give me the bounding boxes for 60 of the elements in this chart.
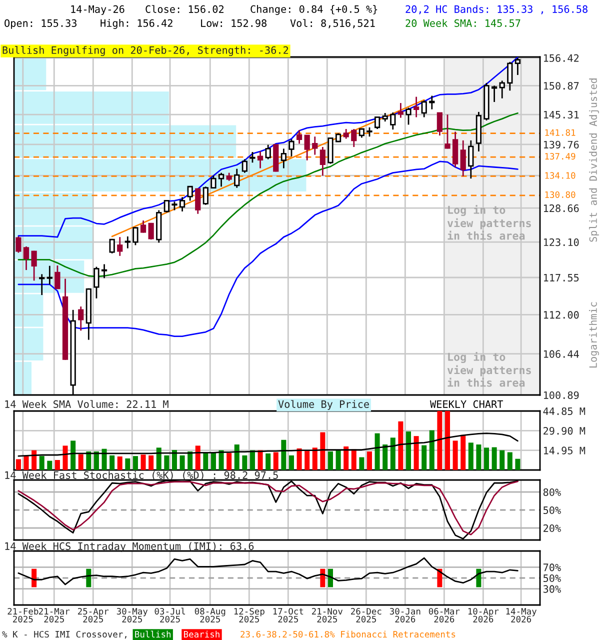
text: Volume By Price bbox=[278, 400, 369, 410]
y-tick-label: 150.87 bbox=[544, 82, 579, 90]
x-tick-label: 03-Jul 2025 bbox=[154, 608, 185, 622]
y-tick-label: 156.42 bbox=[544, 54, 579, 62]
x-tick-label: 30-May 2025 bbox=[116, 608, 148, 622]
y-tick-label: 117.55 bbox=[544, 274, 579, 282]
chart-title: Bullish Engulfing on 20-Feb-26, Strength: -36.2 bbox=[2, 46, 288, 56]
x-tick-label: 17-Oct 2025 bbox=[273, 608, 304, 622]
y-tick-label: 50% bbox=[543, 506, 561, 514]
text: 23.6-38.2-50-61.8% Fibonacci Retracements bbox=[240, 630, 456, 638]
x-tick-label: 08-Aug 2025 bbox=[194, 608, 226, 622]
y-tick-label: 29.90 M bbox=[544, 427, 586, 435]
y-axis-title: Split and Dividend Adjusted bbox=[589, 78, 599, 242]
x-tick-label: 25-Apr 2025 bbox=[78, 608, 109, 622]
y-tick-label: 123.10 bbox=[544, 238, 579, 246]
text: Bearish bbox=[184, 630, 220, 638]
chart-title: 14 Week SMA Volume: 22.11 M bbox=[5, 400, 168, 408]
x-tick-label: 21-Feb 2025 bbox=[8, 608, 38, 622]
chart-title: 14 Week HCS Intraday Momentum (IMI): 63.6 bbox=[5, 542, 254, 552]
text: 20,2 HC Bands: 135.33 , 156.58 bbox=[406, 5, 588, 14]
x-tick-label: 21-Mar 2025 bbox=[38, 608, 70, 622]
ref-line-label: 130.80 bbox=[545, 191, 576, 198]
y-tick-label: 112.00 bbox=[544, 311, 579, 319]
x-tick-label: 10-Apr 2026 bbox=[468, 608, 499, 622]
text: High: 156.42 bbox=[100, 19, 172, 29]
text: Open: 155.33 bbox=[4, 19, 76, 29]
ref-line-label: 134.10 bbox=[545, 172, 576, 179]
chart-title: 14 Week Fast Stochastic (%K) (%D) : 98.2 97.5 bbox=[5, 471, 278, 480]
y-tick-label: 128.66 bbox=[544, 204, 579, 212]
text: Low: 152.98 bbox=[201, 19, 266, 27]
x-tick-label: 14-May 2026 bbox=[506, 608, 537, 622]
text: Close: 156.02 bbox=[146, 5, 224, 13]
text: 20 Week SMA: 145.57 bbox=[406, 19, 520, 27]
y-tick-label: 30% bbox=[543, 585, 561, 593]
x-tick-label: 06-Mar 2026 bbox=[428, 608, 460, 622]
y-tick-label: 50% bbox=[543, 574, 561, 582]
y-tick-label: 145.31 bbox=[544, 110, 579, 119]
annotation: Log in to view patterns in this area bbox=[447, 352, 531, 387]
x-tick-label: 26-Dec 2025 bbox=[351, 608, 382, 622]
text: WEEKLY CHART bbox=[430, 400, 504, 408]
text: 14-May-26 bbox=[71, 5, 124, 15]
text: Bullish bbox=[135, 630, 171, 638]
annotation: Log in to view patterns in this area bbox=[447, 204, 531, 240]
x-tick-label: 21-Nov 2025 bbox=[312, 608, 343, 622]
legend-title: % K - HCS IMI Crossover, bbox=[2, 630, 126, 639]
y-tick-label: 70% bbox=[543, 564, 561, 572]
y-tick-label: 44.85 M bbox=[543, 407, 586, 416]
y-tick-label: 14.95 M bbox=[544, 446, 586, 454]
y-tick-label: 139.76 bbox=[544, 140, 579, 148]
ref-line-label: 141.81 bbox=[545, 129, 576, 136]
text: Change: 0.84 {+0.5 %} bbox=[250, 5, 378, 15]
text: Logarithmic bbox=[589, 302, 599, 368]
text: Vol: 8,516,521 bbox=[290, 19, 375, 28]
y-tick-label: 20% bbox=[544, 524, 561, 532]
x-tick-label: 12-Sep 2025 bbox=[234, 608, 264, 622]
y-tick-label: 100.89 bbox=[544, 391, 579, 400]
ref-line-label: 137.49 bbox=[545, 152, 576, 160]
x-tick-label: 30-Jan 2026 bbox=[390, 608, 420, 622]
y-tick-label: 106.44 bbox=[544, 350, 579, 358]
y-tick-label: 80% bbox=[543, 488, 561, 496]
